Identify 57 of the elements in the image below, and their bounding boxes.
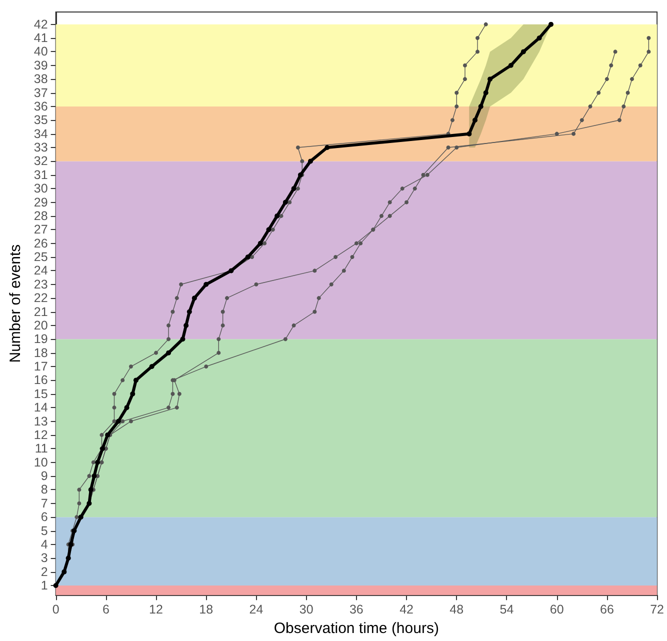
x-tick-label: 24	[249, 602, 264, 617]
x-tick-label: 72	[650, 602, 664, 617]
y-tick-label: 22	[34, 291, 48, 306]
y-tick-label: 35	[34, 113, 48, 128]
y-tick-label: 13	[34, 414, 48, 428]
y-tick-label: 17	[34, 360, 48, 374]
y-tick-label: 23	[34, 277, 48, 292]
x-tick-label: 48	[450, 602, 464, 617]
y-tick-label: 28	[34, 208, 48, 223]
y-tick-label: 24	[34, 264, 48, 278]
y-tick-label: 37	[34, 86, 48, 100]
x-tick-label: 30	[299, 602, 314, 617]
x-tick-label: 42	[400, 602, 414, 617]
y-tick-label: 21	[34, 304, 48, 319]
y-tick-label: 18	[34, 346, 48, 360]
x-tick-label: 0	[52, 602, 60, 617]
x-tick-label: 60	[550, 602, 564, 617]
y-tick-label: 4	[40, 537, 48, 552]
y-tick-label: 3	[40, 551, 48, 566]
y-tick-label: 38	[34, 72, 48, 86]
y-tick-label: 8	[40, 482, 48, 497]
y-tick-label: 19	[34, 332, 48, 346]
y-tick-label: 9	[40, 469, 48, 484]
y-axis-title: Number of events	[7, 244, 24, 363]
x-tick-label: 6	[102, 602, 110, 617]
y-tick-label: 14	[34, 400, 48, 415]
x-tick-label: 18	[199, 602, 214, 617]
y-tick-label: 10	[34, 455, 48, 470]
y-tick-label: 11	[34, 442, 48, 456]
y-tick-label: 34	[34, 126, 48, 141]
x-tick-label: 54	[500, 602, 514, 617]
y-tick-label: 36	[34, 99, 48, 114]
y-tick-label: 42	[34, 17, 48, 32]
x-axis-title: Observation time (hours)	[274, 620, 439, 637]
y-tick-label: 39	[34, 58, 48, 72]
y-tick-label: 6	[40, 510, 48, 524]
y-tick-label: 31	[34, 168, 48, 182]
y-tick-label: 5	[40, 524, 48, 538]
y-tick-label: 30	[34, 182, 48, 196]
y-tick-label: 29	[34, 195, 48, 210]
x-tick-label: 66	[600, 602, 614, 617]
x-tick-label: 36	[349, 602, 364, 617]
y-tick-label: 16	[34, 373, 48, 388]
y-tick-label: 7	[40, 496, 48, 510]
y-tick-label: 1	[40, 578, 48, 593]
y-tick-label: 26	[34, 236, 48, 250]
y-tick-label: 2	[40, 564, 48, 579]
y-tick-label: 12	[34, 428, 48, 442]
y-tick-label: 32	[34, 154, 48, 168]
y-tick-label: 25	[34, 250, 48, 264]
y-tick-label: 20	[34, 318, 48, 332]
y-tick-label: 15	[34, 386, 48, 401]
y-tick-label: 41	[34, 31, 48, 46]
y-tick-label: 40	[34, 44, 48, 59]
y-tick-label: 33	[34, 140, 48, 155]
y-tick-label: 27	[34, 222, 48, 237]
x-tick-label: 12	[149, 602, 164, 617]
